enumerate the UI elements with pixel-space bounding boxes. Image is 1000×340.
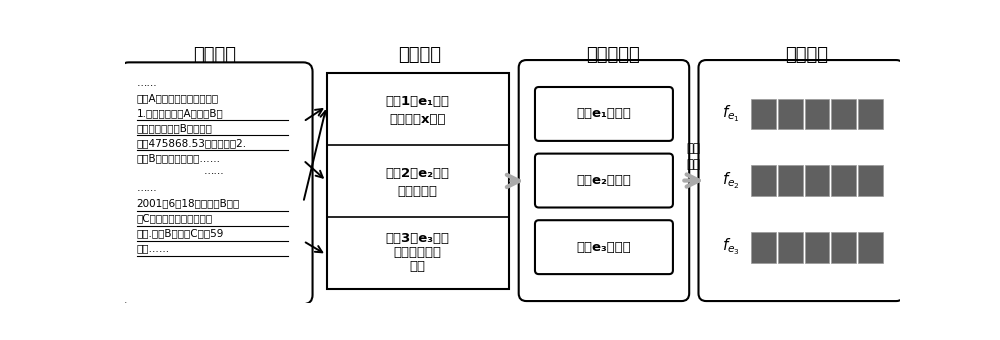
Text: 借款金额x万元: 借款金额x万元	[389, 113, 446, 126]
Text: 要素2（e₂）：: 要素2（e₂）：	[386, 167, 450, 180]
Text: 事实描述: 事实描述	[193, 46, 236, 64]
FancyBboxPatch shape	[326, 73, 509, 289]
Text: 同》.被告B从银行C贷款59: 同》.被告B从银行C贷款59	[137, 228, 224, 238]
FancyBboxPatch shape	[831, 165, 856, 196]
Text: 机构: 机构	[410, 260, 426, 273]
Text: 行C签订《个人购房借款合: 行C签订《个人购房借款合	[137, 213, 213, 223]
Text: ……: ……	[137, 78, 157, 88]
FancyBboxPatch shape	[751, 99, 776, 129]
FancyBboxPatch shape	[805, 99, 829, 129]
Text: 模型
训练: 模型 训练	[687, 142, 701, 171]
FancyBboxPatch shape	[831, 99, 856, 129]
Text: 构造e₁三元组: 构造e₁三元组	[577, 107, 631, 120]
FancyBboxPatch shape	[805, 165, 829, 196]
FancyBboxPatch shape	[778, 99, 803, 129]
FancyBboxPatch shape	[778, 165, 803, 196]
Text: 贷款人系金融: 贷款人系金融	[394, 246, 442, 259]
FancyBboxPatch shape	[535, 154, 673, 207]
Text: 要素3（e₃）：: 要素3（e₃）：	[386, 233, 450, 245]
Text: 文本表示: 文本表示	[786, 46, 828, 64]
FancyBboxPatch shape	[519, 60, 689, 301]
Text: 要素1（e₁）：: 要素1（e₁）：	[386, 95, 450, 108]
Text: $f_{e_2}$: $f_{e_2}$	[722, 170, 740, 191]
Text: 构造e₃三元组: 构造e₃三元组	[577, 241, 631, 254]
Text: 原告A向本院提出诉讼请求：: 原告A向本院提出诉讼请求：	[137, 93, 219, 103]
Text: $f_{e_1}$: $f_{e_1}$	[722, 104, 740, 124]
FancyBboxPatch shape	[858, 99, 883, 129]
Text: 1.判令解除原告A与被告B之: 1.判令解除原告A与被告B之	[137, 108, 223, 118]
FancyBboxPatch shape	[751, 232, 776, 262]
FancyBboxPatch shape	[698, 60, 904, 301]
Text: 构造e₂三元组: 构造e₂三元组	[577, 174, 631, 187]
FancyBboxPatch shape	[778, 232, 803, 262]
FancyBboxPatch shape	[120, 62, 313, 304]
FancyBboxPatch shape	[805, 232, 829, 262]
FancyBboxPatch shape	[535, 220, 673, 274]
Text: 2001年6月18日，被告B与银: 2001年6月18日，被告B与银	[137, 198, 240, 208]
Text: $f_{e_3}$: $f_{e_3}$	[722, 237, 740, 257]
Text: 法律要素: 法律要素	[398, 46, 441, 64]
Text: 万元……: 万元……	[137, 243, 170, 253]
Text: 构造三元组: 构造三元组	[586, 46, 640, 64]
FancyBboxPatch shape	[858, 165, 883, 196]
FancyBboxPatch shape	[858, 232, 883, 262]
Text: 有借贷证明: 有借贷证明	[398, 185, 438, 198]
FancyBboxPatch shape	[751, 165, 776, 196]
Text: ……: ……	[204, 166, 224, 176]
Text: 间的借款合同，B偿还借款: 间的借款合同，B偿还借款	[137, 123, 212, 133]
Text: ……: ……	[137, 183, 157, 193]
Text: 被告B依法承担诉讼费……: 被告B依法承担诉讼费……	[137, 153, 221, 163]
FancyBboxPatch shape	[535, 87, 673, 141]
FancyBboxPatch shape	[831, 232, 856, 262]
Text: 本金475868.53元及利息。2.: 本金475868.53元及利息。2.	[137, 138, 247, 148]
